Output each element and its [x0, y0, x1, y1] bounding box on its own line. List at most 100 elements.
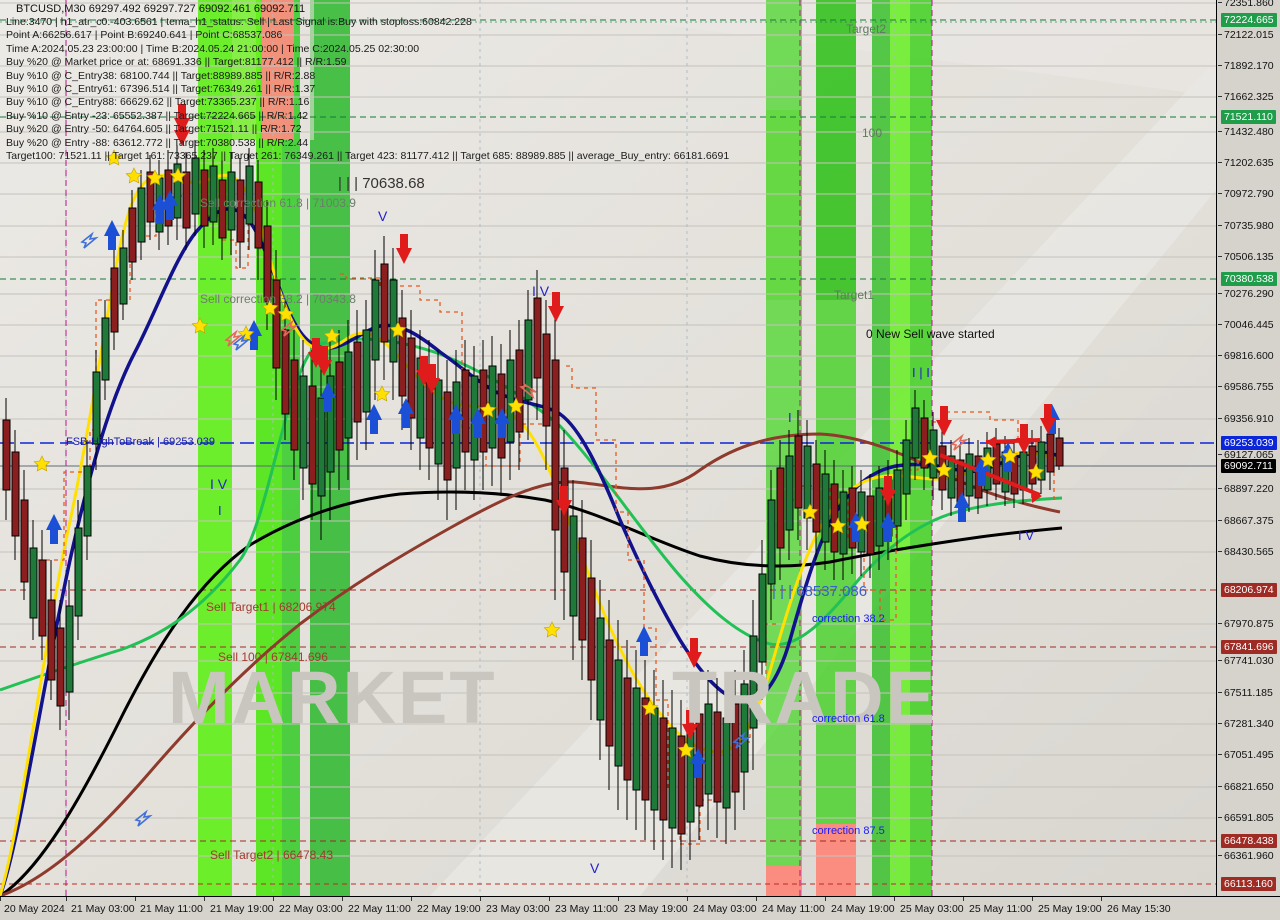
price-label: 67741.030 [1224, 655, 1274, 667]
label-target-100: 100 [862, 126, 883, 140]
price-tick-70276-290: 70276.290 [1217, 288, 1280, 300]
label-wave-iii-right: I | I [912, 365, 930, 380]
price-tick-67841-696: 67841.696 [1217, 640, 1280, 654]
price-tick-66821-650: 66821.650 [1217, 781, 1280, 793]
time-separator [411, 897, 412, 901]
price-tick-69127-065: 69127.065 [1217, 449, 1280, 461]
price-tick-71892-170: 71892.170 [1217, 60, 1280, 72]
price-label: 70972.790 [1224, 188, 1274, 200]
price-label: 66361.960 [1224, 850, 1274, 862]
label-wave-i-left: I [218, 503, 222, 518]
label-wave-v-lower: V [590, 860, 600, 876]
tick-mark [1218, 786, 1222, 787]
price-tick-71202-635: 71202.635 [1217, 157, 1280, 169]
label-fib-70638: | | | 70638.68 [338, 175, 425, 192]
price-tick-69586-755: 69586.755 [1217, 381, 1280, 393]
price-label: 68430.565 [1224, 546, 1274, 558]
label-wave-iv-left: I V [210, 476, 228, 492]
flag-markers-red [224, 319, 969, 451]
price-tick-66361-960: 66361.960 [1217, 850, 1280, 862]
label-new-sell-wave: 0 New Sell wave started [866, 327, 995, 341]
price-tick-68206-974: 68206.974 [1217, 583, 1280, 597]
time-separator [273, 897, 274, 901]
price-tick-67741-030: 67741.030 [1217, 655, 1280, 667]
chart-canvas [0, 0, 1216, 896]
tick-mark [1218, 193, 1222, 194]
price-label: 71892.170 [1224, 60, 1274, 72]
price-label: 68897.220 [1224, 483, 1274, 495]
price-tick-68897-220: 68897.220 [1217, 483, 1280, 495]
time-separator [342, 897, 343, 901]
time-tick-label: 24 May 11:00 [762, 903, 825, 915]
time-separator [618, 897, 619, 901]
price-label: 72351.860 [1224, 0, 1274, 9]
label-sell-target1: Sell Target1 | 68206.974 [206, 600, 336, 614]
label-fib-68537: | | | 68537.086 [772, 583, 868, 600]
time-tick-label: 23 May 19:00 [624, 903, 688, 915]
price-label: 66591.805 [1224, 812, 1274, 824]
ma-darkred [0, 432, 1061, 896]
time-scale[interactable]: 20 May 2024 21 May 03:00 21 May 11:00 21 Ma… [0, 896, 1280, 920]
price-tick-67051-495: 67051.495 [1217, 749, 1280, 761]
price-tick-70046-445: 70046.445 [1217, 319, 1280, 331]
price-label: 69586.755 [1224, 381, 1274, 393]
price-label: 71662.325 [1224, 91, 1274, 103]
price-tick-72122-015: 72122.015 [1217, 29, 1280, 41]
time-separator [894, 897, 895, 901]
tick-mark [1218, 96, 1222, 97]
time-separator [687, 897, 688, 901]
time-tick-label: 24 May 19:00 [831, 903, 895, 915]
price-label: 66478.438 [1221, 834, 1277, 848]
price-label: 70276.290 [1224, 288, 1274, 300]
price-label: 67841.696 [1221, 640, 1277, 654]
price-tick-70506-135: 70506.135 [1217, 251, 1280, 263]
tick-mark [1218, 355, 1222, 356]
tick-mark [1218, 454, 1222, 455]
price-tick-67970-875: 67970.875 [1217, 618, 1280, 630]
candlesticks [2, 140, 1064, 870]
price-tick-66113-160: 66113.160 [1217, 877, 1280, 891]
time-tick-label: 22 May 19:00 [417, 903, 481, 915]
price-label: 66113.160 [1221, 877, 1276, 891]
price-label: 66821.650 [1224, 781, 1274, 793]
tick-mark [1218, 34, 1222, 35]
price-tick-66591-805: 66591.805 [1217, 812, 1280, 824]
chart-plot-area[interactable]: MARKET TRADE [0, 0, 1216, 896]
time-separator [480, 897, 481, 901]
price-tick-71521-110: 71521.110 [1217, 110, 1280, 124]
label-sell-100: Sell 100 | 67841.696 [218, 650, 328, 664]
price-tick-72224-665: 72224.665 [1217, 13, 1280, 27]
label-wave-i-mid: I [788, 410, 792, 425]
time-tick-label: 26 May 15:30 [1107, 903, 1171, 915]
time-separator [825, 897, 826, 901]
time-separator [0, 897, 1, 901]
watermark-trade: TRADE [672, 656, 937, 739]
sell-signal-arrows [174, 104, 1056, 740]
price-tick-70972-790: 70972.790 [1217, 188, 1280, 200]
trend-arrowhead-left [986, 436, 996, 449]
price-label: 69127.065 [1224, 449, 1274, 461]
price-label: 68206.974 [1221, 583, 1277, 597]
time-tick-label: 23 May 11:00 [555, 903, 618, 915]
price-label: 69816.600 [1224, 350, 1274, 362]
tick-mark [1218, 162, 1222, 163]
tick-mark [1218, 855, 1222, 856]
price-scale[interactable]: 72351.860 72224.665 72122.015 71892.170 7166… [1216, 0, 1280, 896]
price-tick-70380-538: 70380.538 [1217, 272, 1280, 286]
watermark-market: MARKET [168, 656, 497, 739]
time-tick-label: 21 May 11:00 [140, 903, 203, 915]
price-tick-66478-438: 66478.438 [1217, 834, 1280, 848]
label-fsb-hightobreak: FSB-HighToBreak | 69253.039 [66, 436, 215, 448]
price-label: 72224.665 [1221, 13, 1277, 27]
tick-mark [1218, 754, 1222, 755]
time-separator [963, 897, 964, 901]
time-separator [756, 897, 757, 901]
time-tick-label: 20 May 2024 [4, 903, 65, 915]
label-sell-target2: Sell Target2 | 66478.43 [210, 848, 333, 862]
price-tick-68430-565: 68430.565 [1217, 546, 1280, 558]
price-label: 68667.375 [1224, 515, 1274, 527]
label-sell-correction-382: Sell correction 38.2 | 70343.8 [200, 292, 356, 306]
price-tick-69253-039: 69253.039 [1217, 436, 1280, 450]
price-label: 70046.445 [1224, 319, 1274, 331]
